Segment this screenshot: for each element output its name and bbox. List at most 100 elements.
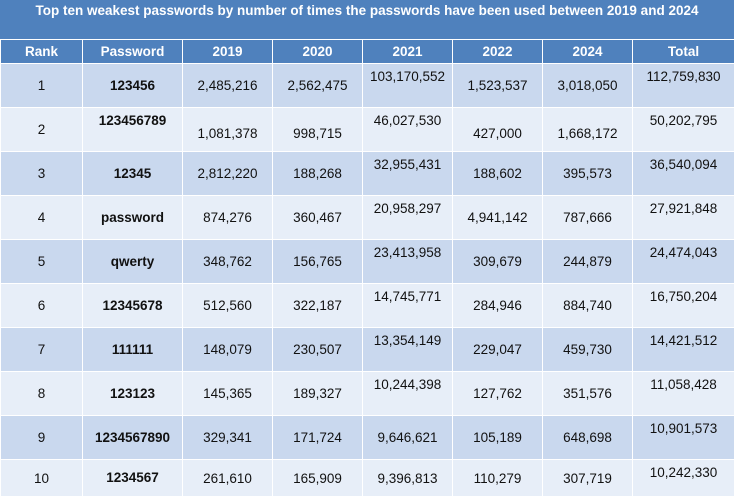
value-2020-cell: 322,187 [273,284,363,328]
rank-cell: 8 [1,372,83,416]
password-cell: password [83,196,183,240]
value-2021-cell: 9,646,621 [363,416,453,460]
value-2021-cell: 9,396,813 [363,460,453,497]
column-header-2021: 2021 [363,40,453,64]
table-row: 4 password 874,276 360,467 20,958,297 4,… [1,196,734,240]
total-cell: 50,202,795 [633,108,734,152]
value-2019-cell: 348,762 [183,240,273,284]
column-header-total: Total [633,40,734,64]
value-2022-cell: 4,941,142 [453,196,543,240]
value-2019-cell: 329,341 [183,416,273,460]
table-title: Top ten weakest passwords by number of t… [0,0,734,39]
value-2024-cell: 3,018,050 [543,64,633,108]
value-2022-cell: 309,679 [453,240,543,284]
value-2021-cell: 13,354,149 [363,328,453,372]
value-2019-cell: 2,812,220 [183,152,273,196]
value-2021-cell: 46,027,530 [363,108,453,152]
rank-cell: 10 [1,460,83,497]
value-2019-cell: 2,485,216 [183,64,273,108]
value-2019-cell: 148,079 [183,328,273,372]
column-header-2019: 2019 [183,40,273,64]
value-2020-cell: 230,507 [273,328,363,372]
table-row: 9 1234567890 329,341 171,724 9,646,621 1… [1,416,734,460]
password-cell: 12345678 [83,284,183,328]
table-row: 10 1234567 261,610 165,909 9,396,813 110… [1,460,734,497]
value-2020-cell: 2,562,475 [273,64,363,108]
value-2022-cell: 284,946 [453,284,543,328]
rank-cell: 9 [1,416,83,460]
rank-cell: 4 [1,196,83,240]
rank-cell: 7 [1,328,83,372]
value-2024-cell: 351,576 [543,372,633,416]
total-cell: 10,242,330 [633,460,734,497]
value-2024-cell: 395,573 [543,152,633,196]
value-2022-cell: 1,523,537 [453,64,543,108]
table-row: 3 12345 2,812,220 188,268 32,955,431 188… [1,152,734,196]
value-2022-cell: 427,000 [453,108,543,152]
password-cell: 1234567890 [83,416,183,460]
value-2020-cell: 171,724 [273,416,363,460]
value-2021-cell: 103,170,552 [363,64,453,108]
total-cell: 112,759,830 [633,64,734,108]
password-cell: qwerty [83,240,183,284]
value-2020-cell: 189,327 [273,372,363,416]
value-2022-cell: 127,762 [453,372,543,416]
value-2024-cell: 648,698 [543,416,633,460]
total-cell: 11,058,428 [633,372,734,416]
column-header-2020: 2020 [273,40,363,64]
value-2019-cell: 1,081,378 [183,108,273,152]
rank-cell: 5 [1,240,83,284]
password-cell: 12345 [83,152,183,196]
table-row: 6 12345678 512,560 322,187 14,745,771 28… [1,284,734,328]
rank-cell: 3 [1,152,83,196]
column-header-password: Password [83,40,183,64]
table-row: 1 123456 2,485,216 2,562,475 103,170,552… [1,64,734,108]
passwords-table: Rank Password 2019 2020 2021 2022 2024 T… [0,39,734,497]
value-2024-cell: 244,879 [543,240,633,284]
password-cell: 123456789 [83,108,183,152]
value-2024-cell: 787,666 [543,196,633,240]
total-cell: 14,421,512 [633,328,734,372]
value-2024-cell: 307,719 [543,460,633,497]
value-2020-cell: 188,268 [273,152,363,196]
value-2024-cell: 884,740 [543,284,633,328]
value-2021-cell: 20,958,297 [363,196,453,240]
password-cell: 111111 [83,328,183,372]
value-2022-cell: 188,602 [453,152,543,196]
value-2020-cell: 165,909 [273,460,363,497]
total-cell: 27,921,848 [633,196,734,240]
password-cell: 1234567 [83,460,183,497]
value-2019-cell: 512,560 [183,284,273,328]
table-row: 5 qwerty 348,762 156,765 23,413,958 309,… [1,240,734,284]
total-cell: 10,901,573 [633,416,734,460]
password-cell: 123123 [83,372,183,416]
table-header: Rank Password 2019 2020 2021 2022 2024 T… [1,40,734,64]
table-row: 7 111111 148,079 230,507 13,354,149 229,… [1,328,734,372]
table-body: 1 12345 6 2,485,216 2,562,475 103,170,552… [1,64,734,497]
value-2021-cell: 10,244,398 [363,372,453,416]
value-2019-cell: 145,365 [183,372,273,416]
rank-cell: 1 [1,64,83,108]
value-2020-cell: 998,715 [273,108,363,152]
table-row: 8 123123 145,365 189,327 10,244,398 127,… [1,372,734,416]
column-header-rank: Rank [1,40,83,64]
value-2020-cell: 360,467 [273,196,363,240]
rank-cell: 6 [1,284,83,328]
value-2022-cell: 110,279 [453,460,543,497]
header-row: Rank Password 2019 2020 2021 2022 2024 T… [1,40,734,64]
value-2021-cell: 14,745,771 [363,284,453,328]
total-cell: 24,474,043 [633,240,734,284]
total-cell: 16,750,204 [633,284,734,328]
value-2022-cell: 105,189 [453,416,543,460]
value-2019-cell: 874,276 [183,196,273,240]
table-row: 2 123456789 1,081,378 998,715 46,027,530… [1,108,734,152]
value-2019-cell: 261,610 [183,460,273,497]
total-cell: 36,540,094 [633,152,734,196]
value-2021-cell: 32,955,431 [363,152,453,196]
value-2021-cell: 23,413,958 [363,240,453,284]
rank-cell: 2 [1,108,83,152]
value-2022-cell: 229,047 [453,328,543,372]
column-header-2022: 2022 [453,40,543,64]
value-2024-cell: 459,730 [543,328,633,372]
